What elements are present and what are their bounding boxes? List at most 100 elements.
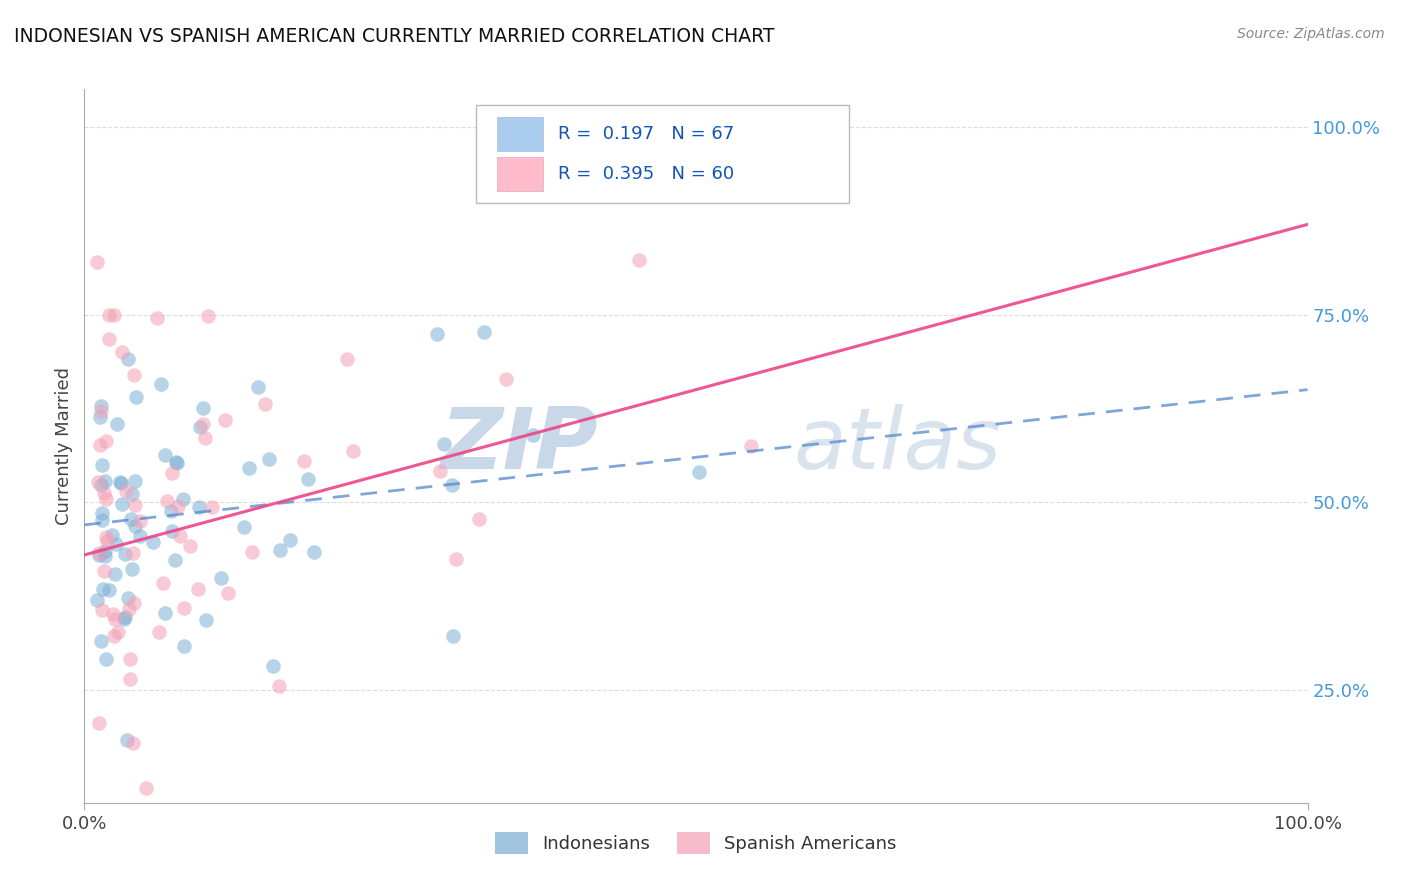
Point — [104, 567, 127, 582]
Point — [89, 438, 111, 452]
Point — [153, 448, 176, 462]
Point — [197, 309, 219, 323]
Point — [173, 601, 195, 615]
Point — [146, 311, 169, 326]
Point — [90, 603, 112, 617]
Point — [121, 562, 143, 576]
Point — [107, 624, 129, 639]
Point — [96, 492, 118, 507]
Point — [118, 601, 141, 615]
Point — [98, 332, 121, 346]
Point — [188, 420, 211, 434]
Point — [238, 460, 260, 475]
Point — [121, 487, 143, 501]
Point — [148, 624, 170, 639]
Point — [122, 736, 145, 750]
Point — [120, 512, 142, 526]
Point — [89, 548, 111, 562]
Point — [90, 404, 112, 418]
Point — [232, 519, 254, 533]
Point — [87, 475, 110, 490]
Point — [522, 428, 544, 442]
Text: R =  0.395   N = 60: R = 0.395 N = 60 — [558, 165, 734, 183]
Point — [108, 475, 131, 490]
Point — [495, 372, 517, 386]
Point — [187, 582, 209, 596]
Point — [342, 443, 364, 458]
Point — [193, 401, 215, 415]
Point — [103, 629, 125, 643]
Point — [115, 733, 138, 747]
Point — [129, 529, 152, 543]
Point — [86, 593, 108, 607]
Point — [425, 327, 447, 342]
Point — [191, 417, 214, 432]
Point — [472, 325, 495, 339]
Text: atlas: atlas — [794, 404, 1002, 488]
Point — [628, 253, 651, 268]
Point — [94, 544, 117, 558]
Text: R =  0.197   N = 67: R = 0.197 N = 67 — [558, 125, 734, 143]
Point — [217, 586, 239, 600]
Point — [96, 534, 118, 549]
Point — [110, 476, 132, 491]
Point — [124, 519, 146, 533]
Point — [94, 549, 117, 564]
Point — [97, 308, 120, 322]
Point — [187, 500, 209, 515]
Point — [118, 652, 141, 666]
Text: ZIP: ZIP — [440, 404, 598, 488]
Point — [160, 524, 183, 538]
Point — [90, 633, 112, 648]
Point — [194, 613, 217, 627]
Point — [122, 368, 145, 382]
Point — [94, 474, 117, 488]
Point — [91, 506, 114, 520]
Y-axis label: Currently Married: Currently Married — [55, 367, 73, 525]
Point — [104, 612, 127, 626]
Point — [257, 452, 280, 467]
Legend: Indonesians, Spanish Americans: Indonesians, Spanish Americans — [488, 825, 904, 862]
Point — [153, 607, 176, 621]
Point — [433, 436, 456, 450]
Point — [91, 582, 114, 596]
Bar — [496, 117, 543, 152]
FancyBboxPatch shape — [475, 105, 849, 203]
Point — [166, 456, 188, 470]
Point — [117, 591, 139, 606]
Point — [740, 439, 762, 453]
Point — [688, 465, 710, 479]
Point — [142, 534, 165, 549]
Point — [468, 512, 491, 526]
Point — [90, 513, 112, 527]
Point — [105, 417, 128, 431]
Point — [297, 472, 319, 486]
Text: INDONESIAN VS SPANISH AMERICAN CURRENTLY MARRIED CORRELATION CHART: INDONESIAN VS SPANISH AMERICAN CURRENTLY… — [14, 27, 775, 45]
Point — [104, 537, 127, 551]
Point — [101, 607, 124, 621]
Point — [114, 610, 136, 624]
Point — [278, 533, 301, 547]
Point — [118, 672, 141, 686]
Point — [124, 474, 146, 488]
Point — [93, 486, 115, 500]
Point — [194, 431, 217, 445]
Point — [179, 539, 201, 553]
Point — [173, 639, 195, 653]
Point — [240, 545, 263, 559]
Point — [117, 351, 139, 366]
Point — [87, 546, 110, 560]
Point — [246, 379, 269, 393]
Point — [214, 412, 236, 426]
Point — [111, 344, 134, 359]
Point — [209, 571, 232, 585]
Point — [302, 545, 325, 559]
Point — [115, 483, 138, 498]
Point — [429, 465, 451, 479]
Point — [94, 651, 117, 665]
Point — [160, 466, 183, 480]
Point — [87, 716, 110, 731]
Text: Source: ZipAtlas.com: Source: ZipAtlas.com — [1237, 27, 1385, 41]
Point — [160, 503, 183, 517]
Point — [96, 530, 118, 544]
